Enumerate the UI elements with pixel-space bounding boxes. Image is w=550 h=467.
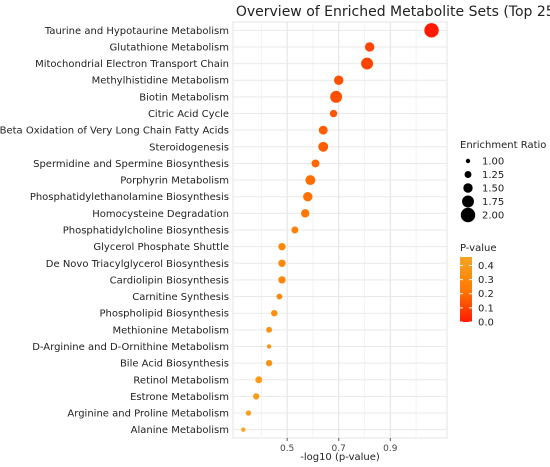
category-label: Carnitine Synthesis [132, 292, 229, 303]
size-legend-label: 2.00 [482, 211, 504, 222]
category-label: Estrone Metabolism [130, 392, 229, 403]
size-legend-key [465, 158, 471, 164]
category-label: Spermidine and Spermine Biosynthesis [33, 159, 229, 170]
data-point [364, 42, 375, 52]
data-point [311, 159, 320, 168]
x-tick-label: 0.9 [383, 444, 398, 454]
category-label: Retinol Metabolism [133, 375, 229, 386]
category-label: Arginine and Proline Metabolism [67, 409, 229, 420]
size-legend-key [463, 183, 473, 193]
size-legend-label: 1.00 [482, 157, 504, 168]
category-label: Phosphatidylcholine Biosynthesis [63, 226, 229, 237]
category-label: Methionine Metabolism [112, 325, 229, 336]
data-point [278, 242, 286, 251]
plot-area: Taurine and Hypotaurine Metabolism Glutat… [0, 21, 448, 454]
data-point [305, 175, 316, 186]
size-legend-key [462, 195, 474, 208]
category-label: Beta Oxidation of Very Long Chain Fatty … [0, 126, 229, 137]
color-legend-label: 0.1 [478, 303, 494, 314]
category-label: Phospholipid Biosynthesis [99, 309, 229, 320]
x-tick-label: 0.7 [332, 444, 346, 454]
category-label: De Novo Triacylglycerol Biosynthesis [46, 259, 229, 270]
data-point [318, 125, 328, 135]
category-label: Mitochondrial Electron Transport Chain [35, 59, 229, 70]
data-point [329, 109, 338, 118]
x-axis-label: -log10 (p-value) [300, 452, 380, 463]
data-point [253, 393, 260, 400]
category-label: Biotin Metabolism [139, 92, 229, 103]
x-tick-label: 0.5 [280, 444, 294, 454]
data-point [266, 344, 272, 349]
size-legend-title: Enrichment Ratio [460, 140, 546, 151]
data-point [291, 226, 299, 234]
data-point [266, 326, 273, 333]
data-point [424, 23, 439, 38]
enrichment-ratio-legend: Enrichment Ratio 1.00 1.25 1.50 1.75 2.00 [460, 140, 546, 223]
size-legend-key [464, 171, 472, 178]
color-legend-label: 0.3 [478, 275, 494, 286]
category-label: Citric Acid Cycle [148, 109, 229, 120]
category-label: Porphyrin Metabolism [120, 176, 229, 187]
data-point [330, 90, 343, 103]
size-legend-label: 1.50 [482, 184, 504, 195]
category-label: Cardiolipin Biosynthesis [110, 275, 229, 286]
data-point [271, 310, 278, 317]
data-point [318, 141, 329, 152]
category-label: Bile Acid Biosynthesis [120, 359, 229, 370]
data-point [278, 276, 286, 284]
data-point [276, 293, 283, 300]
data-point [361, 57, 374, 70]
color-legend-bar [460, 257, 472, 322]
chart-title: Overview of Enriched Metabolite Sets (To… [236, 4, 550, 20]
category-label: Phosphatidylethanolamine Biosynthesis [30, 192, 229, 203]
size-legend-key [460, 207, 476, 223]
category-label: Steroidogenesis [149, 142, 229, 153]
category-label: Methylhistidine Metabolism [92, 76, 229, 87]
p-value-legend: P-value 0.4 0.3 0.2 0.1 0.0 [460, 243, 496, 329]
data-point [255, 376, 263, 384]
color-legend-title: P-value [460, 243, 496, 254]
color-legend-label: 0.2 [478, 289, 494, 300]
category-label: Alanine Metabolism [131, 425, 229, 436]
color-legend-label: 0.0 [478, 318, 494, 329]
data-point [300, 209, 310, 218]
data-point [303, 192, 313, 202]
data-point [278, 259, 286, 267]
data-point [241, 427, 246, 432]
data-point [334, 75, 344, 85]
data-point [245, 410, 252, 416]
category-label: Taurine and Hypotaurine Metabolism [44, 26, 229, 37]
size-legend-label: 1.75 [482, 197, 504, 208]
color-legend-label: 0.4 [478, 261, 494, 272]
category-label: Glutathione Metabolism [109, 42, 229, 53]
category-label: Glycerol Phosphate Shuttle [93, 242, 229, 253]
size-legend-label: 1.25 [482, 170, 504, 181]
category-label: D-Arginine and D-Ornithine Metabolism [32, 342, 229, 353]
category-label: Homocysteine Degradation [92, 209, 229, 220]
data-point [265, 359, 273, 367]
